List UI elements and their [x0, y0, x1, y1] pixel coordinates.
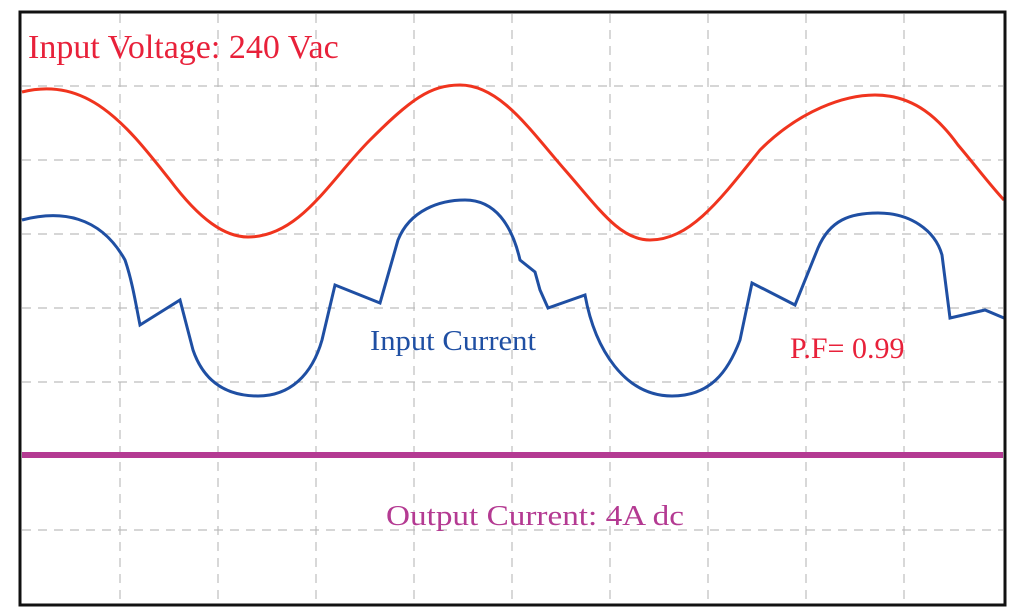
power-factor-label: P.F= 0.99	[790, 332, 904, 365]
voltage-label: Input Voltage: 240 Vac	[28, 29, 339, 66]
current-label: Input Current	[370, 326, 536, 357]
voltage-waveform	[21, 83, 1006, 242]
output-label: Output Current: 4A dc	[386, 501, 684, 532]
screen-border	[18, 10, 1007, 607]
grid	[22, 14, 1003, 603]
current-waveform	[21, 198, 1005, 398]
